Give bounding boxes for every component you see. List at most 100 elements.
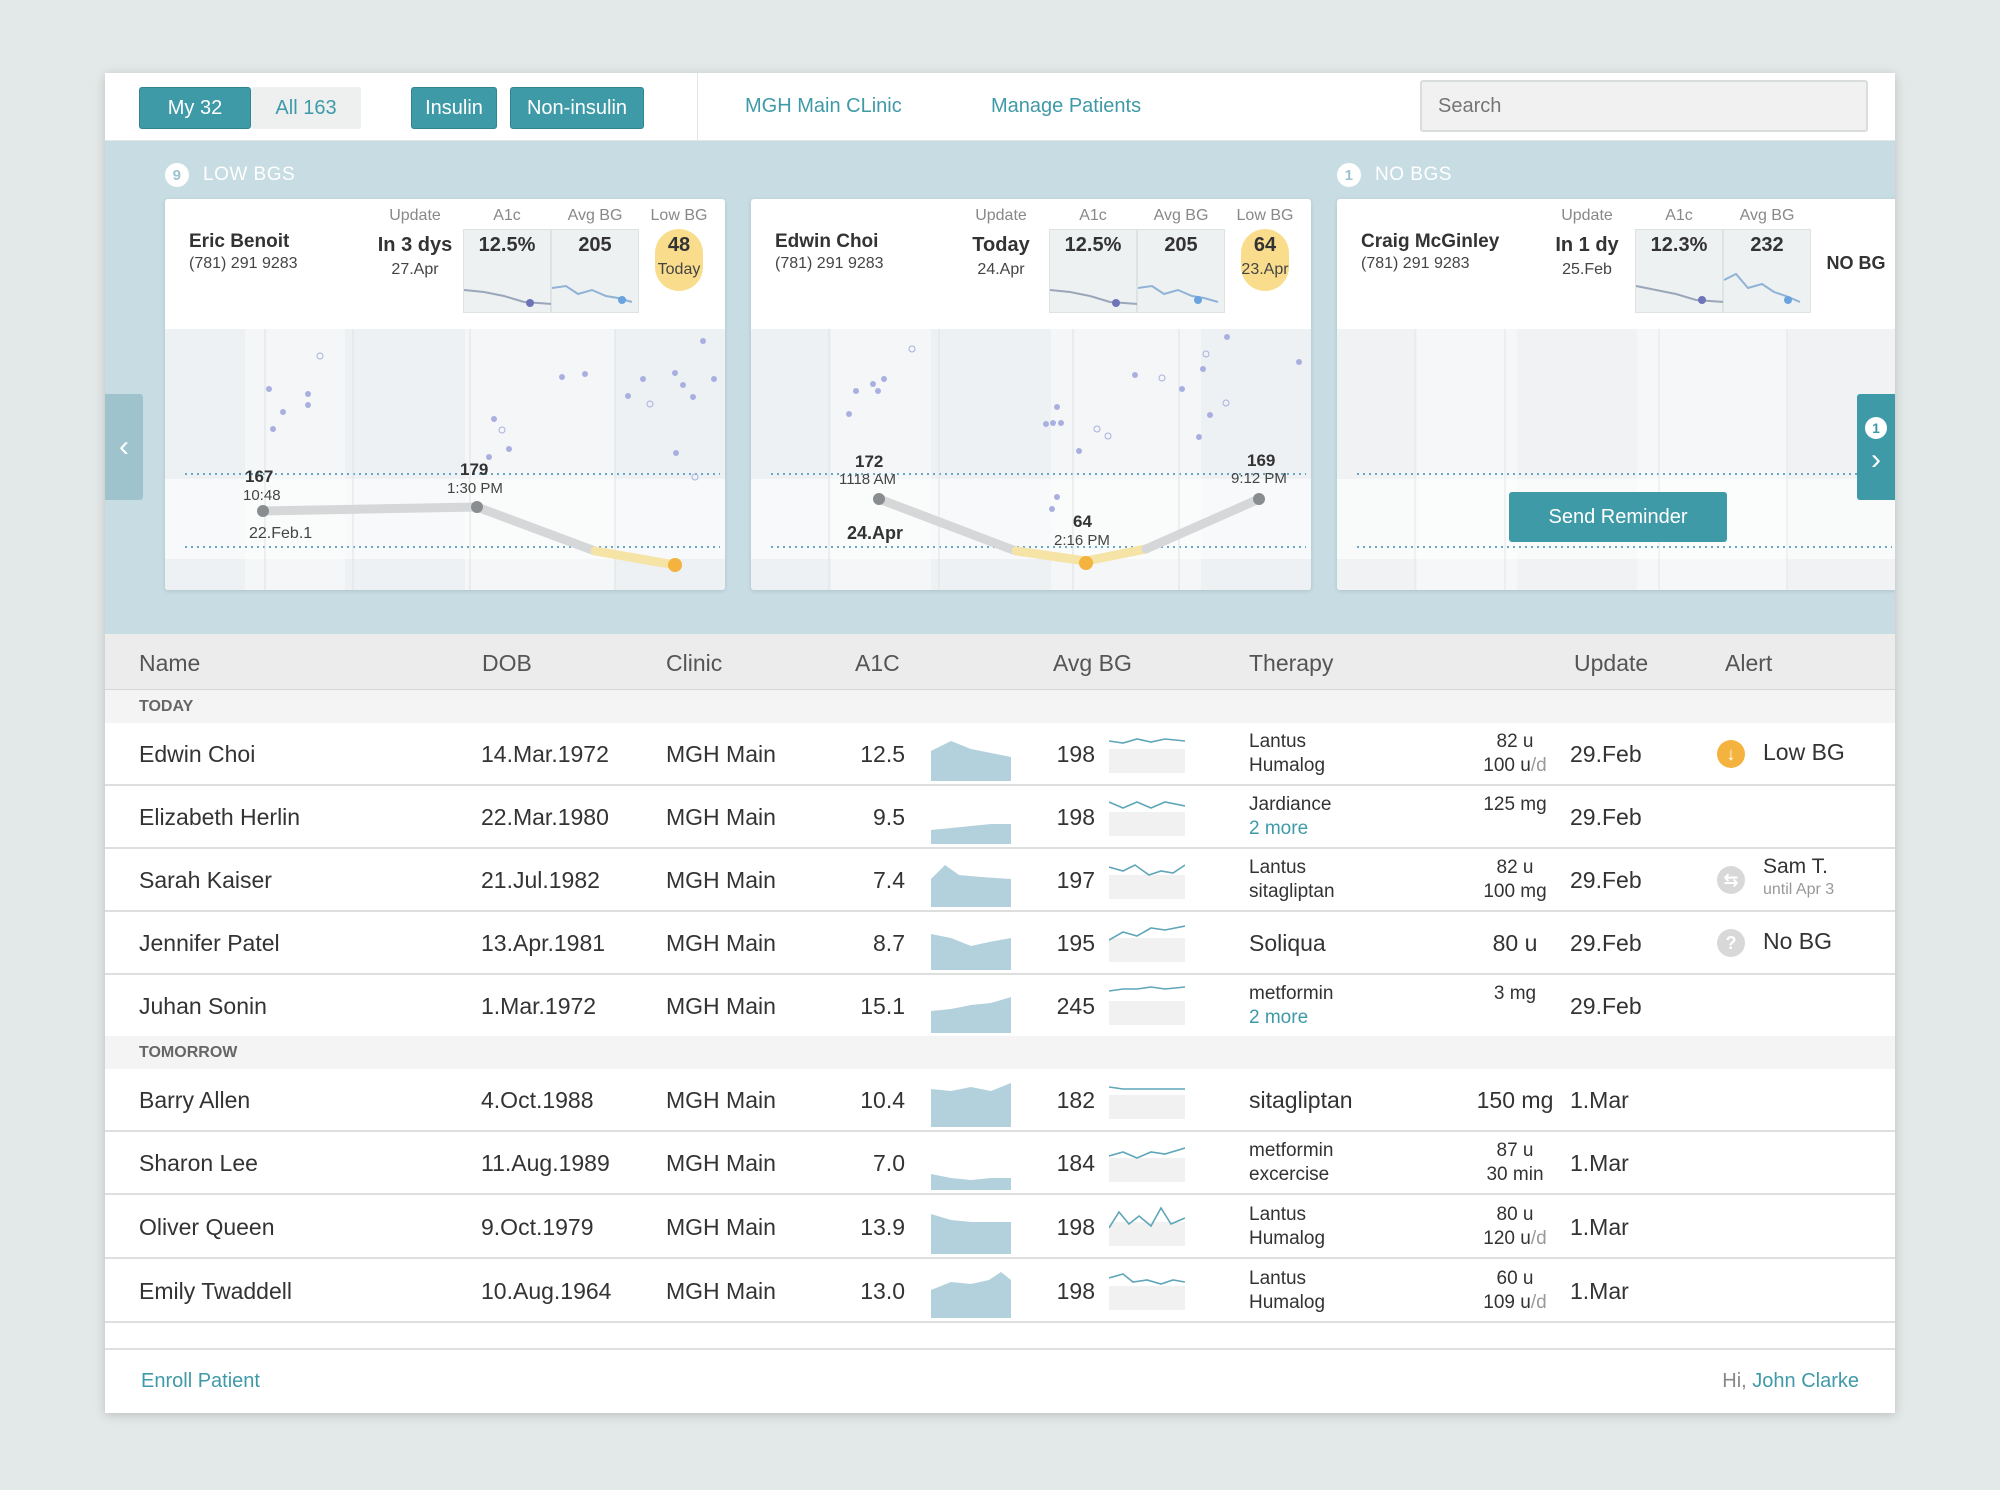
patient-name[interactable]: Emily Twaddell xyxy=(139,1278,292,1304)
therapy-name: sitagliptan xyxy=(1249,1087,1353,1113)
patient-name[interactable]: Jennifer Patel xyxy=(139,930,280,956)
user-name-link[interactable]: John Clarke xyxy=(1752,1370,1859,1392)
col-avg-bg[interactable]: Avg BG xyxy=(1053,650,1132,676)
therapy-name: Humalog xyxy=(1249,755,1326,776)
bg-sparkline xyxy=(1109,925,1185,962)
low-bgs-title: LOW BGS xyxy=(203,164,296,185)
no-bgs-header: 1 NO BGS xyxy=(1337,163,1452,187)
bg-sparkline xyxy=(1109,864,1185,899)
col-name[interactable]: Name xyxy=(139,650,201,676)
plot-date-label: 24.Apr xyxy=(847,523,903,543)
col-dob[interactable]: DOB xyxy=(482,650,532,676)
bg-point-value: 64 xyxy=(1073,512,1092,531)
patient-avg-bg: 245 xyxy=(1056,993,1095,1019)
patient-dob: 10.Aug.1964 xyxy=(481,1278,612,1304)
patient-update-date: 29.Feb xyxy=(1570,741,1642,767)
patient-update-date: 29.Feb xyxy=(1570,993,1642,1019)
update-label: Update xyxy=(1561,207,1613,224)
patient-name[interactable]: Sarah Kaiser xyxy=(139,867,272,893)
card-patient-name: Craig McGinley xyxy=(1361,231,1500,252)
patient-name[interactable]: Sharon Lee xyxy=(139,1150,258,1176)
patient-avg-bg: 195 xyxy=(1056,930,1095,956)
therapy-dose: 30 min xyxy=(1486,1163,1543,1187)
patient-card[interactable]: Edwin Choi (781) 291 9283 Update Today 2… xyxy=(751,199,1311,590)
therapy-dose: 60 u xyxy=(1496,1268,1534,1289)
patient-name[interactable]: Juhan Sonin xyxy=(139,993,267,1019)
table-row[interactable]: Oliver Queen 9.Oct.1979 MGH Main 13.9 198 Lan… xyxy=(105,1196,1895,1259)
patient-a1c: 12.5 xyxy=(860,741,905,767)
table-row[interactable]: Sharon Lee 11.Aug.1989 MGH Main 7.0 184 metfo… xyxy=(105,1132,1895,1195)
table-row[interactable]: Jennifer Patel 13.Apr.1981 MGH Main 8.7 195 S… xyxy=(105,912,1895,975)
a1c-sparkline xyxy=(931,997,1011,1033)
user-greeting: Hi, John Clarke xyxy=(1722,1370,1859,1393)
card-patient-phone: (781) 291 9283 xyxy=(775,255,884,272)
patient-avg-bg: 198 xyxy=(1056,741,1095,767)
carousel-next-button[interactable]: 1 › xyxy=(1857,394,1895,500)
patient-dob: 22.Mar.1980 xyxy=(481,804,609,830)
insulin-filter-button[interactable]: Insulin xyxy=(411,87,497,129)
patient-card[interactable]: Craig McGinley (781) 291 9283 Update In … xyxy=(1337,199,1895,590)
patient-a1c: 15.1 xyxy=(860,993,905,1019)
arrow-down-icon: ↓ xyxy=(1717,740,1745,768)
col-alert[interactable]: Alert xyxy=(1725,650,1773,676)
patient-avg-bg: 182 xyxy=(1056,1087,1095,1113)
a1c-sparkline xyxy=(931,1174,1011,1190)
col-clinic[interactable]: Clinic xyxy=(666,650,723,676)
filter-all-button[interactable]: All 163 xyxy=(251,87,361,129)
alert-text[interactable]: Low BG xyxy=(1763,739,1845,765)
update-label: Update xyxy=(975,207,1027,224)
col-therapy[interactable]: Therapy xyxy=(1249,650,1334,676)
bg-timeline-plot: 172 1118 AM 64 2:16 PM 169 9:12 PM 24.Ap… xyxy=(751,329,1311,590)
bg-point-value: 179 xyxy=(460,460,488,479)
card-patient-phone: (781) 291 9283 xyxy=(189,255,298,272)
patient-name[interactable]: Barry Allen xyxy=(139,1087,251,1113)
noninsulin-filter-button[interactable]: Non-insulin xyxy=(510,87,644,129)
carousel-prev-button[interactable]: ‹ xyxy=(105,394,143,500)
therapy-more-link[interactable]: 2 more xyxy=(1249,1007,1309,1028)
a1c-sparkline xyxy=(931,1214,1011,1254)
therapy-more-link[interactable]: 2 more xyxy=(1249,818,1309,839)
patient-name[interactable]: Edwin Choi xyxy=(139,741,256,767)
therapy-dose: 87 u xyxy=(1496,1140,1534,1161)
manage-patients-link[interactable]: Manage Patients xyxy=(991,95,1142,117)
patient-a1c: 7.0 xyxy=(873,1150,905,1176)
alert-text[interactable]: No BG xyxy=(1763,928,1833,954)
col-a1c[interactable]: A1C xyxy=(855,650,900,676)
update-value: Today xyxy=(972,234,1030,256)
patient-clinic: MGH Main xyxy=(666,741,776,767)
patient-name[interactable]: Elizabeth Herlin xyxy=(139,804,301,830)
table-row[interactable]: Barry Allen 4.Oct.1988 MGH Main 10.4 182 sita… xyxy=(105,1069,1895,1132)
therapy-name: Lantus xyxy=(1249,731,1307,752)
lowbg-label: Low BG xyxy=(1236,207,1294,224)
table-row[interactable]: Edwin Choi 14.Mar.1972 MGH Main 12.5 198 Lant… xyxy=(105,723,1895,786)
therapy-name: Jardiance xyxy=(1249,794,1332,815)
col-update[interactable]: Update xyxy=(1574,650,1649,676)
send-reminder-button[interactable]: Send Reminder xyxy=(1509,492,1727,542)
lowbg-date: 23.Apr xyxy=(1241,261,1289,278)
table-row[interactable]: Juhan Sonin 1.Mar.1972 MGH Main 15.1 245 metf… xyxy=(105,975,1895,1038)
a1c-value: 12.5% xyxy=(1064,234,1122,256)
a1c-sparkline xyxy=(931,865,1011,907)
patient-name[interactable]: Oliver Queen xyxy=(139,1214,275,1240)
patient-dob: 13.Apr.1981 xyxy=(481,930,606,956)
patient-a1c: 13.9 xyxy=(860,1214,905,1240)
table-row[interactable]: Elizabeth Herlin 22.Mar.1980 MGH Main 9.5 19… xyxy=(105,786,1895,849)
alert-text[interactable]: Sam T. xyxy=(1763,855,1828,878)
bg-point-value: 167 xyxy=(245,467,273,486)
patient-clinic: MGH Main xyxy=(666,1150,776,1176)
enroll-patient-link[interactable]: Enroll Patient xyxy=(141,1370,260,1392)
patient-a1c: 8.7 xyxy=(873,930,905,956)
therapy-dose: 82 u xyxy=(1496,857,1534,878)
filter-my-button[interactable]: My 32 xyxy=(139,87,251,129)
patient-card[interactable]: Eric Benoit (781) 291 9283 Update In 3 d… xyxy=(165,199,725,590)
therapy-dose: 100 u/d xyxy=(1483,754,1546,778)
a1c-mini-chart xyxy=(1049,229,1139,313)
table-row[interactable]: Sarah Kaiser 21.Jul.1982 MGH Main 7.4 197 Lan… xyxy=(105,849,1895,912)
search-input[interactable] xyxy=(1420,80,1868,132)
table-row[interactable]: Emily Twaddell 10.Aug.1964 MGH Main 13.0 198… xyxy=(105,1260,1895,1323)
patient-dob: 14.Mar.1972 xyxy=(481,741,609,767)
reassign-icon: ⇆ xyxy=(1717,866,1745,894)
alert-subtext: until Apr 3 xyxy=(1763,881,1835,898)
clinic-link[interactable]: MGH Main CLinic xyxy=(745,95,902,117)
patient-avg-bg: 198 xyxy=(1056,1278,1095,1304)
